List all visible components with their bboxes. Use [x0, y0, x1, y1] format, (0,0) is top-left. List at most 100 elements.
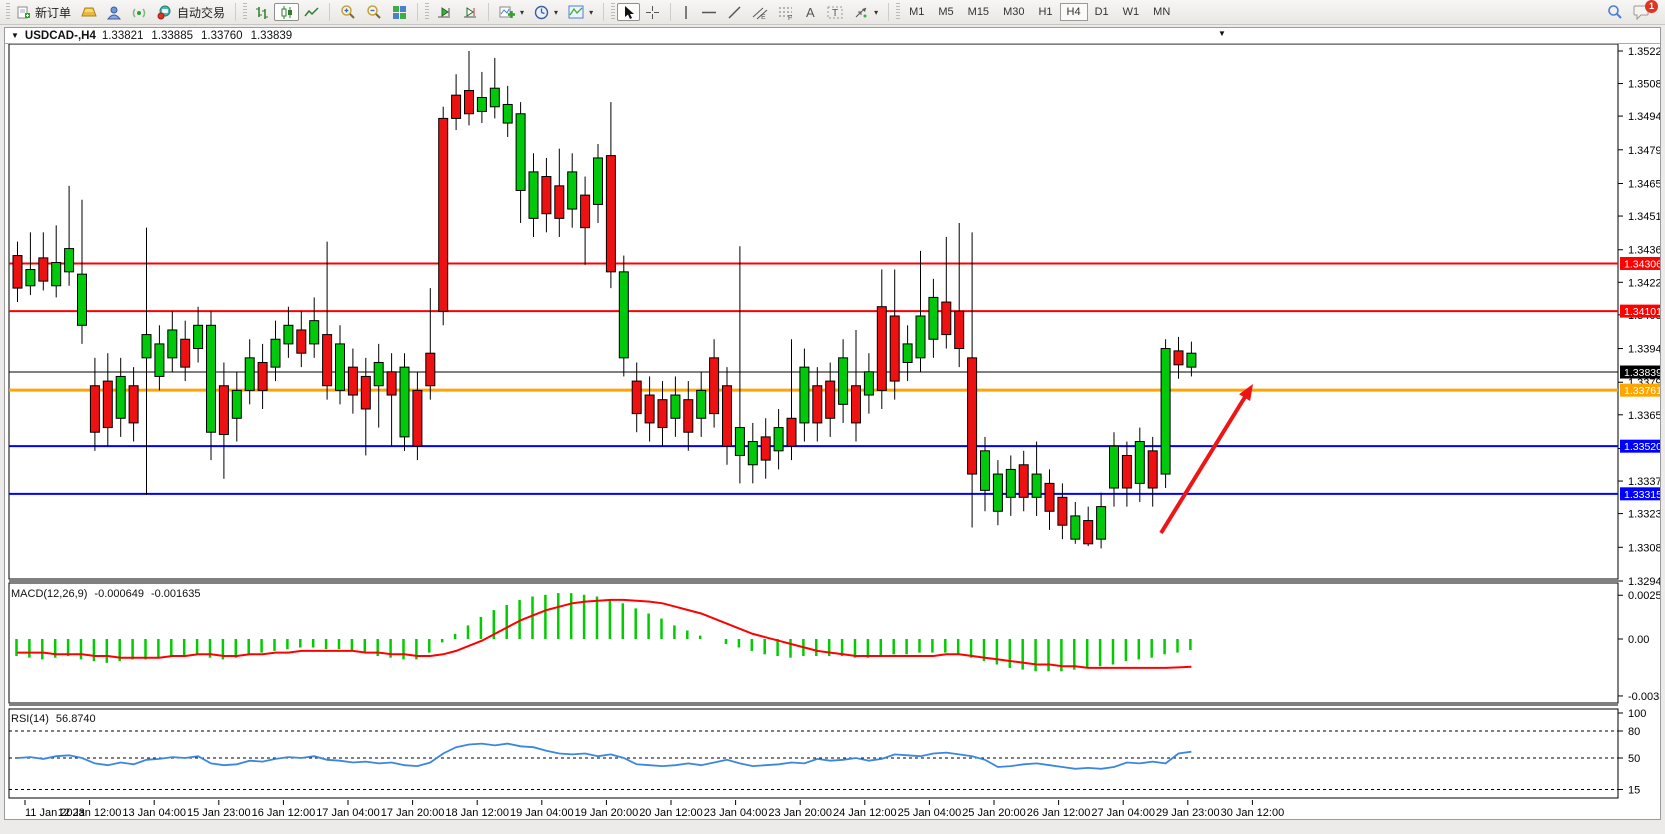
search-icon: [1607, 4, 1623, 20]
svg-text:25 Jan 04:00: 25 Jan 04:00: [898, 807, 962, 819]
tile-windows-icon: [392, 5, 407, 20]
ohlc-readout: 1.33821 1.33885 1.33760 1.33839: [102, 30, 292, 42]
svg-text:T: T: [832, 8, 838, 19]
trendline-icon: [727, 5, 742, 20]
main-toolbar: 新订单 自动交易 ▾ ▾: [0, 0, 1665, 25]
cursor-tool-button[interactable]: [617, 3, 641, 21]
arrows-caret-icon: ▾: [874, 7, 879, 17]
trendline-tool-button[interactable]: [722, 3, 747, 21]
equidistant-channel-icon: E: [752, 5, 768, 21]
svg-text:27 Jan 04:00: 27 Jan 04:00: [1091, 807, 1155, 819]
svg-text:1.34306: 1.34306: [1624, 258, 1660, 270]
timeframe-h4-button[interactable]: H4: [1059, 3, 1088, 21]
ohlc-high: 1.33885: [151, 29, 193, 42]
zoom-in-button[interactable]: [335, 3, 361, 21]
svg-text:1.34650: 1.34650: [1628, 178, 1660, 190]
svg-text:1.32940: 1.32940: [1628, 576, 1660, 588]
svg-text:1.34940: 1.34940: [1628, 111, 1660, 123]
timeframe-mn-button[interactable]: MN: [1153, 6, 1171, 18]
bar-chart-mode-button[interactable]: [249, 3, 274, 21]
horizontal-line-tool-button[interactable]: [696, 3, 722, 21]
trend-arrow-annotation: [1159, 384, 1253, 535]
indicators-button[interactable]: ▾: [494, 3, 529, 21]
auto-scroll-button[interactable]: [431, 3, 457, 21]
svg-text:1.33315: 1.33315: [1624, 489, 1660, 501]
tile-windows-button[interactable]: [387, 3, 412, 21]
svg-text:1.33761: 1.33761: [1624, 385, 1660, 397]
svg-text:24 Jan 12:00: 24 Jan 12:00: [833, 807, 897, 819]
fibonacci-tool-button[interactable]: F: [773, 3, 799, 22]
gold-ingot-icon: [81, 5, 97, 19]
svg-text:13 Jan 04:00: 13 Jan 04:00: [122, 807, 186, 819]
price-axis: 1.35220 1.35080 1.34940 1.34795 1.34650 1.345…: [1618, 46, 1660, 588]
svg-text:F: F: [788, 15, 792, 20]
svg-text:1.33085: 1.33085: [1628, 542, 1660, 554]
chart-shift-button[interactable]: [457, 3, 483, 21]
indicators-caret-icon: ▾: [520, 7, 525, 17]
timeframe-m1-button[interactable]: M1: [909, 6, 925, 18]
ohlc-low: 1.33760: [201, 29, 243, 42]
svg-text:20 Jan 12:00: 20 Jan 12:00: [639, 807, 703, 819]
auto-trading-label: 自动交易: [177, 5, 226, 20]
candles-layer: [12, 51, 1197, 549]
market-depth-button[interactable]: [76, 3, 102, 21]
timeframe-m30-button[interactable]: M30: [1003, 6, 1025, 18]
search-button[interactable]: [1602, 3, 1628, 21]
periods-button[interactable]: ▾: [529, 3, 563, 21]
accounts-button[interactable]: [102, 3, 127, 21]
new-order-button[interactable]: 新订单: [12, 3, 76, 21]
rsi-pane: [8, 708, 1619, 799]
vertical-line-icon: [681, 5, 691, 20]
svg-text:15: 15: [1628, 785, 1640, 797]
toolbar-grip[interactable]: [6, 3, 10, 21]
svg-text:1.33520: 1.33520: [1624, 441, 1660, 453]
timeframe-d1-button[interactable]: D1: [1094, 6, 1109, 18]
timeframe-w1-button[interactable]: W1: [1122, 6, 1140, 18]
vertical-line-tool-button[interactable]: [676, 3, 696, 21]
timeframe-m15-button[interactable]: M15: [967, 6, 990, 18]
svg-text:A: A: [806, 5, 815, 20]
text-tool-button[interactable]: A: [799, 3, 822, 21]
svg-text:15 Jan 23:00: 15 Jan 23:00: [187, 807, 251, 819]
rsi-layer: 100 80 50 15: [9, 708, 1646, 797]
svg-text:11 Jan 2023: 11 Jan 2023: [25, 807, 85, 819]
candlestick-mode-button[interactable]: [274, 3, 300, 21]
auto-scroll-icon: [436, 5, 452, 20]
chart-dropdown-icon[interactable]: ▼: [11, 31, 19, 40]
svg-text:100: 100: [1628, 708, 1646, 720]
chart-canvas[interactable]: 1.35220 1.35080 1.34940 1.34795 1.34650 1.345…: [5, 44, 1660, 819]
chart-menu-arrow-icon[interactable]: ▼: [1218, 29, 1226, 38]
crosshair-icon: [645, 5, 660, 20]
timeframe-m5-button[interactable]: M5: [938, 6, 954, 18]
rsi-line: [17, 742, 1192, 770]
zoom-in-icon: [340, 4, 356, 20]
new-order-label: 新订单: [35, 5, 72, 20]
arrows-icon: [853, 5, 869, 20]
templates-button[interactable]: ▾: [563, 3, 598, 21]
arrows-tool-button[interactable]: ▾: [848, 3, 883, 21]
svg-text:25 Jan 20:00: 25 Jan 20:00: [962, 807, 1026, 819]
zoom-out-button[interactable]: [361, 3, 387, 21]
chart-title-bar[interactable]: ▼ USDCAD-,H4 1.33821 1.33885 1.33760 1.3…: [5, 28, 1660, 44]
auto-trading-button[interactable]: 自动交易: [152, 3, 230, 21]
text-label-icon: T: [827, 5, 843, 20]
svg-text:80: 80: [1628, 726, 1640, 738]
signal-icon: [132, 5, 147, 20]
line-chart-mode-button[interactable]: [299, 3, 324, 21]
timeframe-h1-button[interactable]: H1: [1038, 6, 1053, 18]
rsi-value: 56.8740: [55, 713, 96, 725]
crosshair-tool-button[interactable]: [640, 3, 665, 21]
svg-text:1.34510: 1.34510: [1628, 211, 1660, 223]
macd-main-value: -0.000649: [94, 588, 144, 600]
svg-text:1.33655: 1.33655: [1628, 410, 1660, 422]
candlestick-icon: [279, 5, 294, 20]
channel-tool-button[interactable]: E: [747, 3, 773, 21]
chart-shift-icon: [462, 5, 478, 20]
notifications-button[interactable]: 1: [1628, 0, 1658, 21]
text-label-tool-button[interactable]: T: [822, 3, 848, 21]
svg-text:0.00: 0.00: [1628, 634, 1649, 646]
signals-button[interactable]: [127, 3, 152, 21]
line-chart-icon: [304, 5, 319, 20]
